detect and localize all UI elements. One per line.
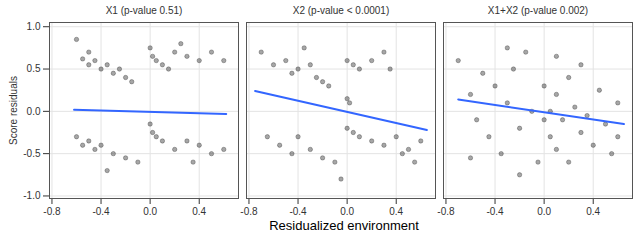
- svg-text:0.0: 0.0: [340, 206, 354, 217]
- svg-text:-0.4: -0.4: [92, 206, 110, 217]
- svg-text:-0.4: -0.4: [486, 206, 504, 217]
- svg-text:0.4: 0.4: [389, 206, 403, 217]
- svg-text:0.0: 0.0: [143, 206, 157, 217]
- svg-text:X2 (p-value < 0.0001): X2 (p-value < 0.0001): [293, 5, 389, 16]
- html-text:Residualized environment: Residualized environment: [269, 218, 419, 233]
- svg-text:Score residuals: Score residuals: [8, 76, 19, 145]
- svg-text:1.0: 1.0: [27, 21, 41, 32]
- svg-text:X1 (p-value 0.51): X1 (p-value 0.51): [106, 5, 183, 16]
- svg-text:0.4: 0.4: [192, 206, 206, 217]
- svg-text:-0.8: -0.8: [43, 206, 61, 217]
- svg-text:0.5: 0.5: [27, 63, 41, 74]
- svg-text:-0.4: -0.4: [289, 206, 307, 217]
- svg-text:-0.8: -0.8: [240, 206, 258, 217]
- svg-text:0.0: 0.0: [537, 206, 551, 217]
- svg-text:-0.5: -0.5: [23, 148, 41, 159]
- svg-text:-1.0: -1.0: [23, 190, 41, 201]
- svg-text:-0.8: -0.8: [437, 206, 455, 217]
- svg-text:0.4: 0.4: [586, 206, 600, 217]
- svg-text:0.0: 0.0: [27, 106, 41, 117]
- svg-text:X1+X2 (p-value 0.002): X1+X2 (p-value 0.002): [488, 5, 588, 16]
